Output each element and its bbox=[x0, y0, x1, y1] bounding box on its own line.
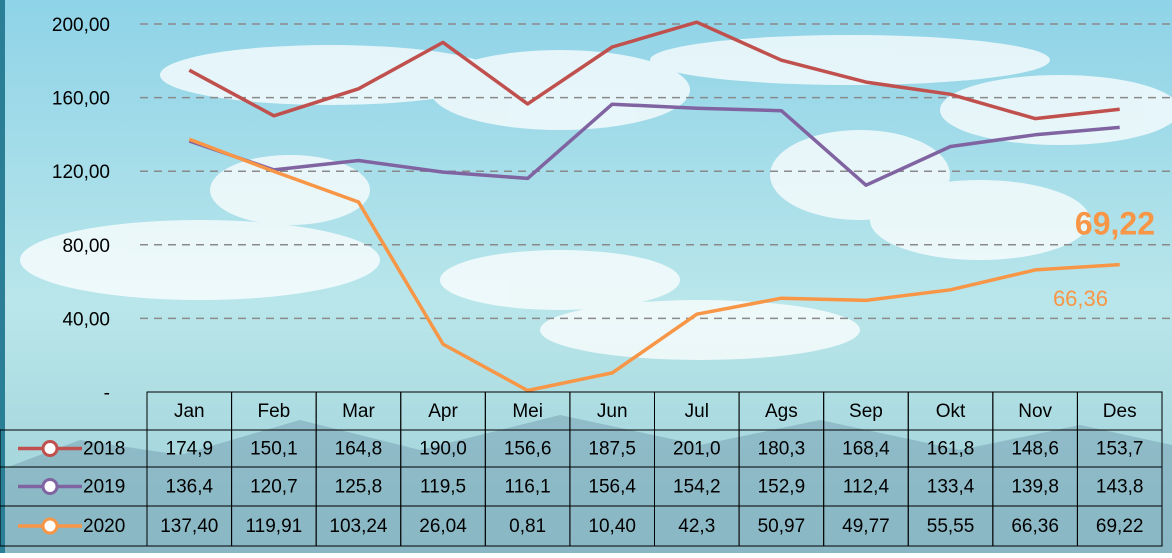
table-value: 156,4 bbox=[588, 477, 636, 498]
table-value: 133,4 bbox=[927, 477, 975, 498]
table-value: 153,7 bbox=[1096, 439, 1144, 460]
table-value: 26,04 bbox=[419, 516, 467, 537]
table-value: 164,8 bbox=[335, 439, 383, 460]
table-value: 152,9 bbox=[758, 477, 806, 498]
table-value: 69,22 bbox=[1096, 516, 1144, 537]
table-value: 156,6 bbox=[504, 439, 552, 460]
left-border bbox=[0, 0, 5, 553]
x-tick-label: Jun bbox=[597, 401, 628, 422]
table-value: 0,81 bbox=[509, 516, 546, 537]
legend-label: 2018 bbox=[83, 439, 125, 460]
table-value: 116,1 bbox=[505, 477, 551, 498]
table-value: 66,36 bbox=[1011, 516, 1059, 537]
table-value: 161,8 bbox=[927, 439, 975, 460]
y-tick-label: 40,00 bbox=[62, 309, 110, 330]
x-tick-label: Des bbox=[1103, 401, 1137, 422]
table-value: 119,5 bbox=[420, 477, 466, 498]
table-value: 137,40 bbox=[160, 516, 218, 537]
y-tick-label: 160,00 bbox=[52, 89, 110, 110]
legend-marker bbox=[43, 480, 57, 494]
data-label: 66,36 bbox=[1053, 286, 1108, 311]
y-tick-label: 120,00 bbox=[52, 162, 110, 183]
table-value: 55,55 bbox=[927, 516, 975, 537]
table-value: 190,0 bbox=[419, 439, 467, 460]
table-value: 119,91 bbox=[246, 516, 303, 537]
y-tick-label: - bbox=[104, 383, 110, 404]
table-value: 180,3 bbox=[758, 439, 806, 460]
table-value: 187,5 bbox=[588, 439, 636, 460]
chart: - 40,00 80,00 120,00 160,00 200,00 69,22 66,36 J… bbox=[0, 0, 1172, 553]
table-value: 136,4 bbox=[166, 477, 214, 498]
x-tick-label: Ags bbox=[765, 401, 798, 422]
table-value: 50,97 bbox=[758, 516, 806, 537]
table-value: 150,1 bbox=[250, 439, 298, 460]
table-value: 168,4 bbox=[842, 439, 890, 460]
legend-label: 2019 bbox=[83, 477, 125, 498]
table-value: 42,3 bbox=[678, 516, 715, 537]
table-value: 49,77 bbox=[842, 516, 890, 537]
legend-marker bbox=[43, 442, 57, 456]
table-value: 154,2 bbox=[673, 477, 721, 498]
y-tick-label: 80,00 bbox=[62, 236, 110, 257]
x-tick-label: Apr bbox=[428, 401, 458, 422]
table-value: 103,24 bbox=[329, 516, 388, 537]
x-tick-label: Jan bbox=[174, 401, 205, 422]
y-tick-label: 200,00 bbox=[52, 15, 110, 36]
table-value: 174,9 bbox=[166, 439, 214, 460]
legend-marker bbox=[43, 519, 57, 533]
table-value: 148,6 bbox=[1011, 439, 1059, 460]
x-tick-label: Nov bbox=[1018, 401, 1052, 422]
x-tick-label: Okt bbox=[936, 401, 966, 422]
table-value: 10,40 bbox=[588, 516, 636, 537]
table-value: 139,8 bbox=[1011, 477, 1059, 498]
table-value: 125,8 bbox=[335, 477, 383, 498]
legend-label: 2020 bbox=[83, 516, 125, 537]
x-tick-label: Mar bbox=[342, 401, 375, 422]
table-value: 143,8 bbox=[1096, 477, 1144, 498]
table-value: 120,7 bbox=[250, 477, 298, 498]
data-label-highlight: 69,22 bbox=[1075, 205, 1155, 241]
x-tick-label: Feb bbox=[258, 401, 291, 422]
x-tick-label: Jul bbox=[685, 401, 709, 422]
table-value: 112,4 bbox=[843, 477, 890, 498]
x-tick-label: Mei bbox=[512, 401, 543, 422]
table-value: 201,0 bbox=[673, 439, 721, 460]
x-tick-label: Sep bbox=[849, 401, 883, 422]
